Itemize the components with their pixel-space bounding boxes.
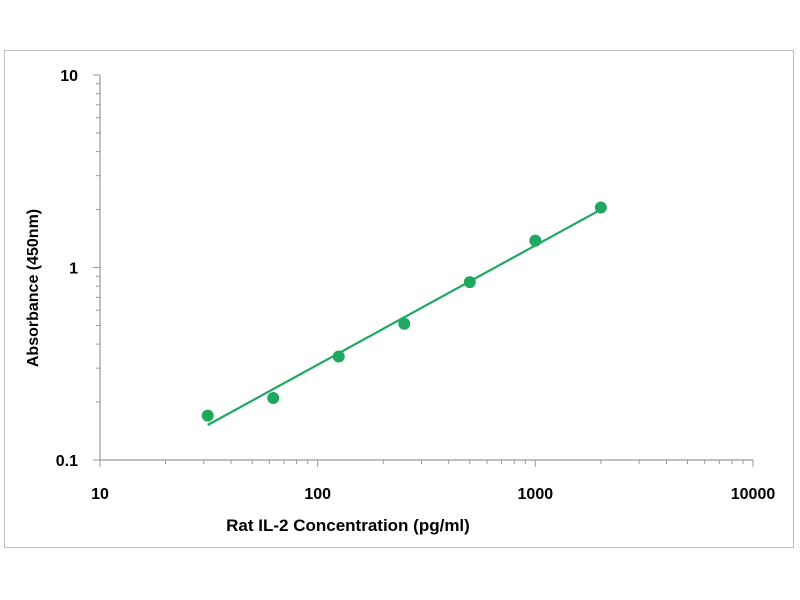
- axis-ticks: [93, 74, 754, 467]
- x-tick-label: 10: [91, 486, 109, 503]
- x-tick-label: 10000: [731, 486, 776, 503]
- data-point: [594, 201, 607, 214]
- data-point: [332, 350, 345, 363]
- data-point: [201, 409, 214, 422]
- data-point: [267, 391, 280, 404]
- axes: [99, 75, 753, 461]
- data-point: [398, 317, 411, 330]
- tick-labels: 10 100 1000 10000 0.1 1 10: [56, 68, 776, 503]
- x-axis-label: Rat IL-2 Concentration (pg/ml): [226, 516, 470, 535]
- fit-line: [207, 208, 602, 426]
- data-point: [463, 276, 476, 289]
- y-tick-label: 10: [60, 68, 78, 85]
- y-axis-label: Absorbance (450nm): [25, 209, 42, 367]
- fit-line-group: [207, 208, 602, 426]
- x-tick-label: 100: [304, 486, 331, 503]
- x-tick-label: 1000: [518, 486, 554, 503]
- chart-frame: [4, 50, 794, 548]
- data-point: [529, 234, 542, 247]
- y-tick-label: 1: [69, 261, 78, 278]
- data-points: [201, 201, 607, 422]
- y-tick-label: 0.1: [56, 453, 78, 470]
